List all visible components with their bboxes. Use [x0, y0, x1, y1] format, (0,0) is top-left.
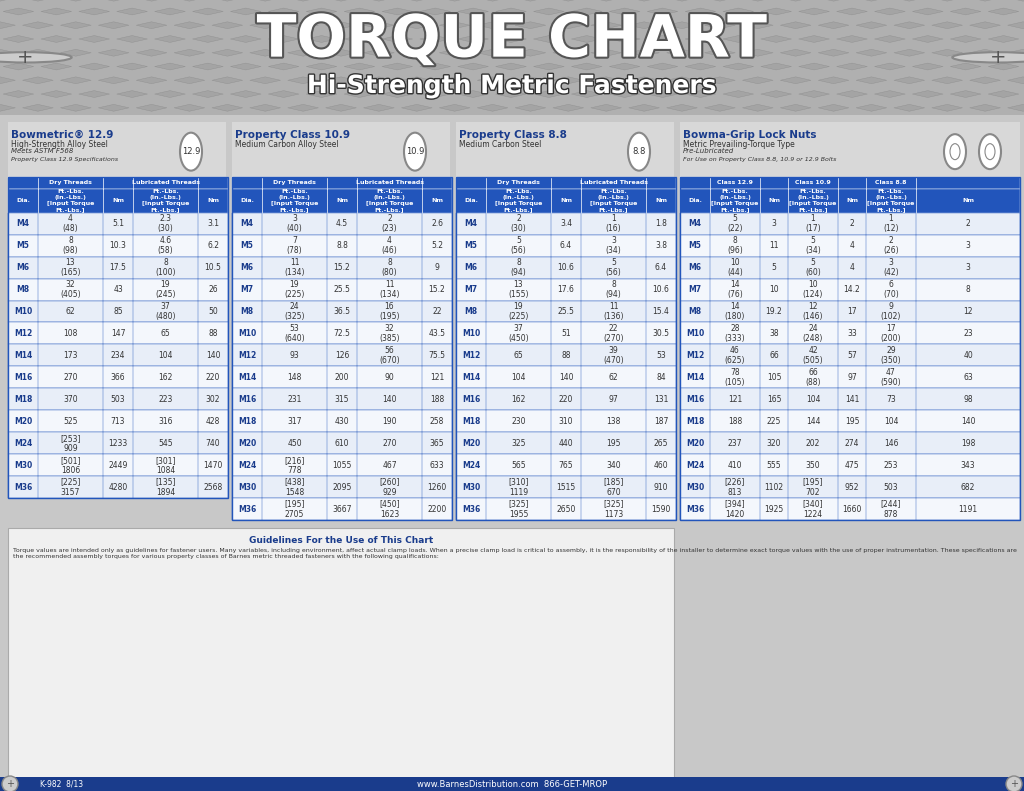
Text: 23: 23 — [964, 329, 973, 338]
Text: [310]
1119: [310] 1119 — [508, 478, 528, 497]
Text: 3: 3 — [771, 219, 776, 228]
Bar — [8, 301, 228, 323]
Text: 10.6: 10.6 — [652, 285, 670, 294]
Text: 162: 162 — [159, 373, 173, 382]
Bar — [680, 235, 1020, 256]
Text: 1
(16): 1 (16) — [605, 214, 622, 233]
Polygon shape — [629, 49, 659, 56]
Polygon shape — [837, 91, 867, 97]
Text: Dia.: Dia. — [240, 198, 254, 203]
Polygon shape — [894, 104, 925, 112]
Text: 10.9: 10.9 — [406, 147, 424, 156]
Text: 14.2: 14.2 — [844, 285, 860, 294]
Polygon shape — [193, 36, 223, 43]
Text: 2.3
(30): 2.3 (30) — [158, 214, 173, 233]
Text: 237: 237 — [728, 439, 742, 448]
Text: 258: 258 — [430, 417, 444, 426]
Text: 315: 315 — [335, 395, 349, 404]
Polygon shape — [439, 49, 470, 56]
Bar — [680, 323, 1020, 344]
Text: 3.8: 3.8 — [655, 241, 667, 250]
Text: 22
(270): 22 (270) — [603, 324, 624, 343]
Text: 187: 187 — [653, 417, 669, 426]
Text: 220: 220 — [206, 373, 220, 382]
Polygon shape — [250, 77, 281, 84]
Polygon shape — [3, 63, 34, 70]
Text: 13
(165): 13 (165) — [60, 258, 81, 277]
Polygon shape — [250, 104, 281, 112]
Polygon shape — [950, 63, 981, 70]
Polygon shape — [629, 22, 659, 28]
Bar — [456, 213, 676, 235]
Polygon shape — [667, 77, 697, 84]
Text: 75.5: 75.5 — [428, 351, 445, 360]
Polygon shape — [932, 0, 963, 1]
Polygon shape — [60, 22, 91, 28]
Text: 22: 22 — [432, 307, 441, 316]
Polygon shape — [534, 8, 564, 15]
Polygon shape — [193, 91, 223, 97]
Polygon shape — [230, 63, 261, 70]
Text: 430: 430 — [335, 417, 349, 426]
Polygon shape — [534, 91, 564, 97]
Text: 3
(34): 3 (34) — [605, 236, 622, 255]
Text: 1470: 1470 — [204, 461, 222, 470]
Bar — [680, 411, 1020, 433]
Polygon shape — [306, 91, 337, 97]
Text: M24: M24 — [686, 461, 705, 470]
Text: 460: 460 — [653, 461, 669, 470]
Text: 17.5: 17.5 — [110, 263, 126, 272]
Polygon shape — [609, 36, 640, 43]
Polygon shape — [344, 8, 375, 15]
Text: 43: 43 — [113, 285, 123, 294]
Text: 190: 190 — [382, 417, 396, 426]
Circle shape — [952, 52, 1024, 62]
Polygon shape — [268, 91, 299, 97]
Polygon shape — [439, 104, 470, 112]
Polygon shape — [0, 0, 15, 1]
Polygon shape — [571, 36, 602, 43]
Text: 4: 4 — [850, 241, 854, 250]
Polygon shape — [705, 77, 735, 84]
Bar — [8, 188, 228, 213]
Text: 503: 503 — [884, 483, 898, 492]
Polygon shape — [60, 49, 91, 56]
Text: 90: 90 — [385, 373, 394, 382]
Polygon shape — [401, 0, 432, 1]
Polygon shape — [534, 63, 564, 70]
Polygon shape — [837, 63, 867, 70]
Text: 503: 503 — [111, 395, 125, 404]
Text: 4
(46): 4 (46) — [382, 236, 397, 255]
Text: 1660: 1660 — [843, 505, 861, 514]
Polygon shape — [894, 22, 925, 28]
Polygon shape — [742, 49, 773, 56]
Text: 173: 173 — [63, 351, 78, 360]
Text: M8: M8 — [465, 307, 477, 316]
Polygon shape — [780, 77, 811, 84]
Text: M4: M4 — [241, 219, 254, 228]
Polygon shape — [591, 22, 622, 28]
Text: 25.5: 25.5 — [557, 307, 574, 316]
Polygon shape — [439, 0, 470, 1]
Polygon shape — [268, 63, 299, 70]
Text: M5: M5 — [465, 241, 477, 250]
Text: 8
(94): 8 (94) — [605, 280, 622, 299]
Polygon shape — [268, 36, 299, 43]
Text: 10.3: 10.3 — [110, 241, 126, 250]
Polygon shape — [818, 0, 849, 1]
Text: M24: M24 — [462, 461, 480, 470]
Text: 162: 162 — [511, 395, 525, 404]
Text: 5
(56): 5 (56) — [511, 236, 526, 255]
Text: 5.1: 5.1 — [112, 219, 124, 228]
Text: 14
(76): 14 (76) — [727, 280, 742, 299]
Polygon shape — [742, 77, 773, 84]
Polygon shape — [761, 91, 792, 97]
Polygon shape — [685, 63, 716, 70]
Bar — [232, 498, 452, 520]
Text: M20: M20 — [686, 439, 705, 448]
Text: 37
(480): 37 (480) — [156, 302, 176, 321]
Text: 17.6: 17.6 — [557, 285, 574, 294]
Polygon shape — [818, 77, 849, 84]
Polygon shape — [894, 77, 925, 84]
Text: 78
(105): 78 (105) — [725, 368, 745, 387]
